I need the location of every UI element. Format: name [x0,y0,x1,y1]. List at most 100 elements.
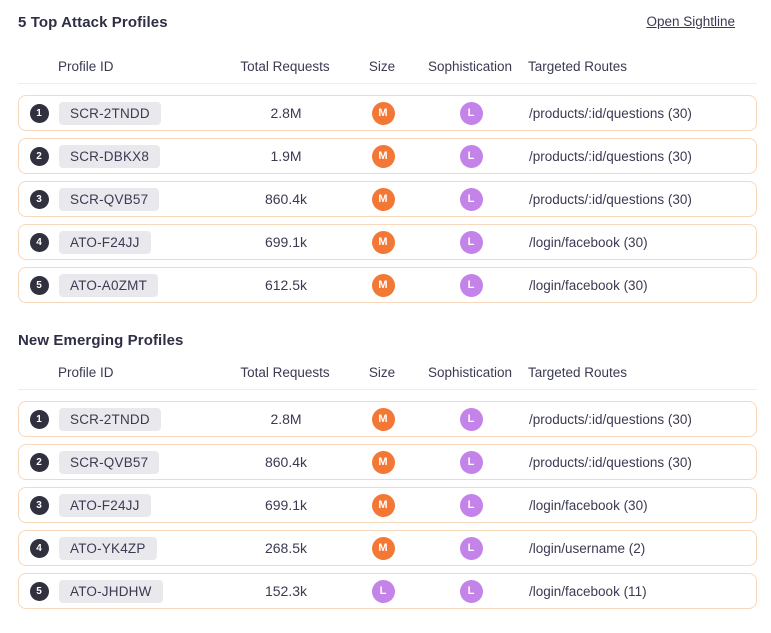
profile-id-badge: SCR-2TNDD [59,101,161,125]
size-badge: M [371,407,395,431]
sophistication-badge: L [459,450,483,474]
sophistication-badge: L [459,187,483,211]
sophistication-badge: L [459,230,483,254]
table-body: 1 SCR-2TNDD 2.8M M L /products/:id/quest… [18,401,757,609]
sophistication-cell: L [425,273,517,297]
section-title: New Emerging Profiles [18,332,184,349]
column-profile-id: Profile ID [58,365,114,380]
rank-cell: 1 [19,409,59,429]
table-row[interactable]: 3 SCR-QVB57 860.4k M L /products/:id/que… [18,181,757,217]
rank-badge: 3 [29,495,49,515]
rank-cell: 2 [19,452,59,472]
profile-id-cell: SCR-2TNDD [59,101,231,125]
size-badge: M [371,273,395,297]
table-row[interactable]: 4 ATO-F24JJ 699.1k M L /login/facebook (… [18,224,757,260]
column-sophistication: Sophistication [427,365,513,380]
size-badge: M [371,493,395,517]
total-requests-value: 152.3k [264,583,308,599]
total-requests-value: 1.9M [270,148,302,164]
table-row[interactable]: 3 ATO-F24JJ 699.1k M L /login/facebook (… [18,487,757,523]
table-row[interactable]: 2 SCR-QVB57 860.4k M L /products/:id/que… [18,444,757,480]
profile-id-cell: ATO-F24JJ [59,230,231,254]
table-row[interactable]: 1 SCR-2TNDD 2.8M M L /products/:id/quest… [18,95,757,131]
rank-cell: 5 [19,581,59,601]
targeted-routes-value: /login/facebook (11) [529,583,647,599]
sophistication-cell: L [425,187,517,211]
targeted-routes-value: /products/:id/questions (30) [529,148,692,164]
size-badge: M [371,144,395,168]
targeted-routes-value: /login/username (2) [529,540,646,556]
targeted-routes-value: /login/facebook (30) [529,277,648,293]
size-badge: M [371,101,395,125]
targeted-routes-value: /products/:id/questions (30) [529,191,692,207]
profile-id-badge: ATO-F24JJ [59,493,151,517]
size-cell: M [341,407,425,431]
column-sophistication: Sophistication [427,59,513,74]
rank-badge: 1 [29,103,49,123]
total-requests-value: 2.8M [270,105,302,121]
table-header: Profile ID Total Requests Size Sophistic… [18,59,757,84]
targeted-routes-value: /products/:id/questions (30) [529,105,692,121]
section-header: 5 Top Attack Profiles Open Sightline [18,14,757,31]
column-total-requests: Total Requests [240,59,330,74]
column-total-requests: Total Requests [240,365,330,380]
size-cell: M [341,101,425,125]
sophistication-cell: L [425,101,517,125]
table-row[interactable]: 2 SCR-DBKX8 1.9M M L /products/:id/quest… [18,138,757,174]
rank-cell: 1 [19,103,59,123]
size-cell: M [341,273,425,297]
sophistication-badge: L [459,101,483,125]
rank-badge: 4 [29,538,49,558]
table-row[interactable]: 5 ATO-JHDHW 152.3k L L /login/facebook (… [18,573,757,609]
targeted-routes-value: /login/facebook (30) [529,497,648,513]
new-emerging-profiles-section: New Emerging Profiles Profile ID Total R… [18,332,757,609]
rank-cell: 5 [19,275,59,295]
sophistication-cell: L [425,407,517,431]
profile-id-badge: ATO-A0ZMT [59,273,159,297]
profile-id-cell: ATO-F24JJ [59,493,231,517]
column-size: Size [368,59,396,74]
rank-badge: 4 [29,232,49,252]
sophistication-cell: L [425,536,517,560]
open-sightline-link[interactable]: Open Sightline [646,14,735,29]
sophistication-badge: L [459,536,483,560]
table-row[interactable]: 4 ATO-YK4ZP 268.5k M L /login/username (… [18,530,757,566]
size-cell: M [341,144,425,168]
total-requests-value: 699.1k [264,497,308,513]
size-badge: L [371,579,395,603]
profile-id-cell: ATO-A0ZMT [59,273,231,297]
size-badge: M [371,536,395,560]
profile-id-cell: SCR-2TNDD [59,407,231,431]
sophistication-badge: L [459,273,483,297]
sophistication-badge: L [459,579,483,603]
sophistication-badge: L [459,144,483,168]
sophistication-cell: L [425,579,517,603]
sophistication-cell: L [425,493,517,517]
targeted-routes-value: /products/:id/questions (30) [529,454,692,470]
profile-id-cell: SCR-QVB57 [59,187,231,211]
size-badge: M [371,450,395,474]
section-header: New Emerging Profiles [18,332,757,349]
rank-cell: 4 [19,538,59,558]
size-cell: M [341,493,425,517]
size-cell: M [341,230,425,254]
total-requests-value: 860.4k [264,454,308,470]
column-targeted-routes: Targeted Routes [528,59,628,74]
column-size: Size [368,365,396,380]
total-requests-value: 612.5k [264,277,308,293]
sophistication-cell: L [425,450,517,474]
rank-cell: 2 [19,146,59,166]
size-badge: M [371,187,395,211]
rank-cell: 3 [19,189,59,209]
size-badge: M [371,230,395,254]
rank-badge: 5 [29,275,49,295]
rank-badge: 3 [29,189,49,209]
table-row[interactable]: 1 SCR-2TNDD 2.8M M L /products/:id/quest… [18,401,757,437]
profile-id-badge: ATO-F24JJ [59,230,151,254]
table-row[interactable]: 5 ATO-A0ZMT 612.5k M L /login/facebook (… [18,267,757,303]
table-header: Profile ID Total Requests Size Sophistic… [18,365,757,390]
rank-cell: 3 [19,495,59,515]
profile-id-cell: ATO-JHDHW [59,579,231,603]
size-cell: M [341,187,425,211]
